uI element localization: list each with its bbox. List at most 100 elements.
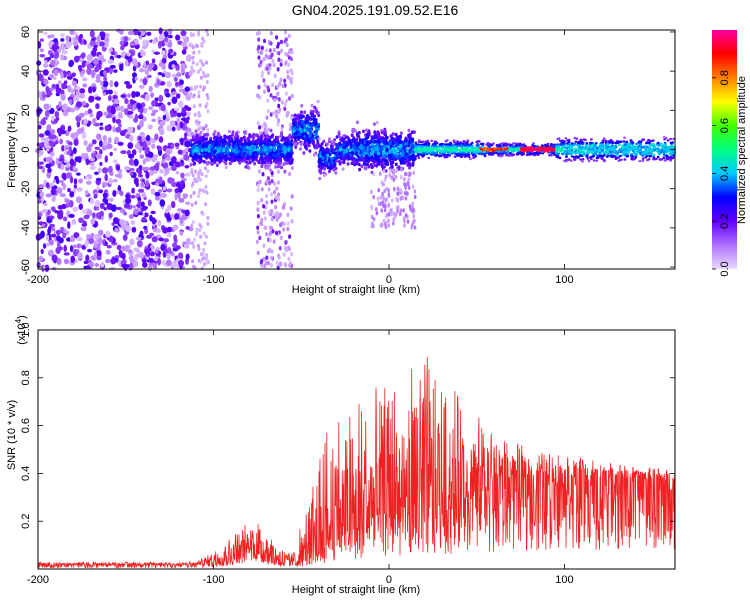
spectrogram-cell — [350, 151, 354, 155]
spectrogram-cell — [158, 34, 165, 41]
spectrogram-cell — [204, 256, 208, 261]
spectrogram-cell — [139, 29, 146, 36]
spectrogram-cell — [277, 97, 281, 102]
spectrogram-cell — [69, 191, 75, 198]
spectrogram-cell — [114, 81, 119, 88]
spectrogram-cell — [317, 160, 321, 165]
spectrogram-cell — [108, 235, 114, 243]
spectrogram-cell — [170, 110, 174, 118]
spectrogram-cell — [136, 167, 141, 174]
spectrogram-cell — [180, 67, 185, 74]
spectrogram-cell — [59, 179, 64, 184]
spectrogram-cell — [193, 148, 197, 153]
spectrogram-cell — [73, 132, 80, 136]
spectrogram-cell — [147, 141, 152, 146]
spectrogram-cell — [268, 48, 272, 53]
spectrogram-cell — [82, 220, 87, 226]
spectrogram-cell — [403, 177, 406, 182]
spectrogram-cell — [199, 156, 202, 160]
spectrogram-cell — [109, 79, 114, 88]
spectrogram-cell — [206, 109, 210, 114]
spectrogram-cell — [321, 153, 325, 157]
spectrogram-cell — [192, 135, 196, 139]
spectrogram-cell — [257, 169, 261, 174]
spectrogram-cell — [257, 160, 261, 164]
spectrogram-cell — [379, 195, 383, 200]
spectrogram-cell — [80, 226, 87, 232]
spectrogram-cell — [290, 166, 294, 170]
spectrogram-cell — [177, 149, 183, 155]
spectrogram-cell — [215, 141, 219, 145]
spectrogram-cell — [282, 227, 286, 232]
spectrogram-cell — [123, 211, 128, 216]
spectrogram-cell — [126, 126, 134, 134]
spectrogram-cell — [257, 37, 261, 42]
spectrogram-cell — [137, 31, 141, 36]
spectrogram-cell — [37, 124, 42, 130]
spectrogram-cell — [280, 127, 284, 132]
spectrogram-cell — [121, 263, 128, 269]
spectrogram-cell — [167, 34, 173, 39]
spectrogram-cell — [51, 254, 58, 262]
spectrogram-cell — [136, 102, 142, 110]
spectrogram-cell — [279, 134, 283, 138]
spectrogram-cell — [268, 163, 272, 167]
spectrogram-cell — [377, 201, 381, 206]
spectrogram-cell — [651, 139, 655, 142]
spectrogram-cell — [375, 157, 379, 162]
spectrogram-cell — [185, 94, 192, 101]
spectrogram-cell — [147, 124, 153, 130]
spectrogram-cell — [269, 145, 273, 150]
spectrogram-cell — [172, 242, 178, 249]
spectrogram-cell — [268, 238, 272, 243]
spectrogram-cell — [303, 124, 307, 128]
spectrogram-cell — [175, 171, 180, 175]
spectrogram-cell — [139, 230, 144, 236]
spectrogram-cell — [204, 234, 208, 239]
spectrogram-cell — [288, 135, 292, 140]
spectrogram-cell — [83, 39, 87, 45]
spectrogram-cell — [107, 59, 114, 64]
spectrogram-cell — [269, 262, 273, 268]
spectrogram-cell — [222, 148, 226, 153]
spectrogram-cell — [57, 80, 62, 85]
spectrogram-cell — [170, 200, 176, 209]
spectrogram-cell — [159, 169, 164, 174]
spectrogram-cell — [74, 86, 81, 91]
spectrogram-cell — [167, 101, 171, 106]
spectrogram-cell — [51, 44, 58, 52]
spectrogram-cell — [264, 53, 268, 59]
spectrogram-cell — [42, 116, 48, 121]
spectrogram-cell — [77, 252, 83, 260]
spectrogram-cell — [81, 126, 85, 133]
spectrogram-cell — [148, 170, 155, 176]
spectrogram-cell — [387, 150, 391, 155]
spectrogram-cell — [266, 148, 270, 152]
spectrogram-cell — [625, 140, 629, 143]
spectrogram-cell — [195, 62, 199, 67]
spectrogram-cell — [271, 58, 275, 64]
spectrogram-cell — [290, 252, 294, 257]
spectrogram-cell — [164, 168, 170, 172]
spectrogram-cell — [413, 218, 416, 223]
spectrogram-cell — [331, 140, 335, 144]
spectrogram-cell — [93, 58, 99, 65]
spectrogram-cell — [276, 158, 280, 162]
spectrogram-cell — [332, 159, 336, 163]
spectrogram-cell — [70, 255, 76, 263]
spectrogram-cell — [82, 77, 88, 82]
spectrogram-cell — [171, 261, 177, 269]
spectrogram-cell — [376, 151, 380, 156]
spectrogram-cell — [282, 252, 286, 257]
spectrogram-cell — [112, 125, 116, 133]
spectrogram-cell — [88, 237, 94, 245]
spectrogram-cell — [123, 203, 130, 209]
spectrogram-cell — [144, 227, 149, 235]
spectrogram-cell — [107, 136, 112, 144]
spectrogram-cell — [262, 204, 266, 209]
spectrogram-cell — [262, 256, 266, 262]
spectrogram-cell — [157, 72, 163, 76]
spectrogram-cell — [167, 42, 173, 48]
spectrogram-cell — [44, 264, 50, 272]
